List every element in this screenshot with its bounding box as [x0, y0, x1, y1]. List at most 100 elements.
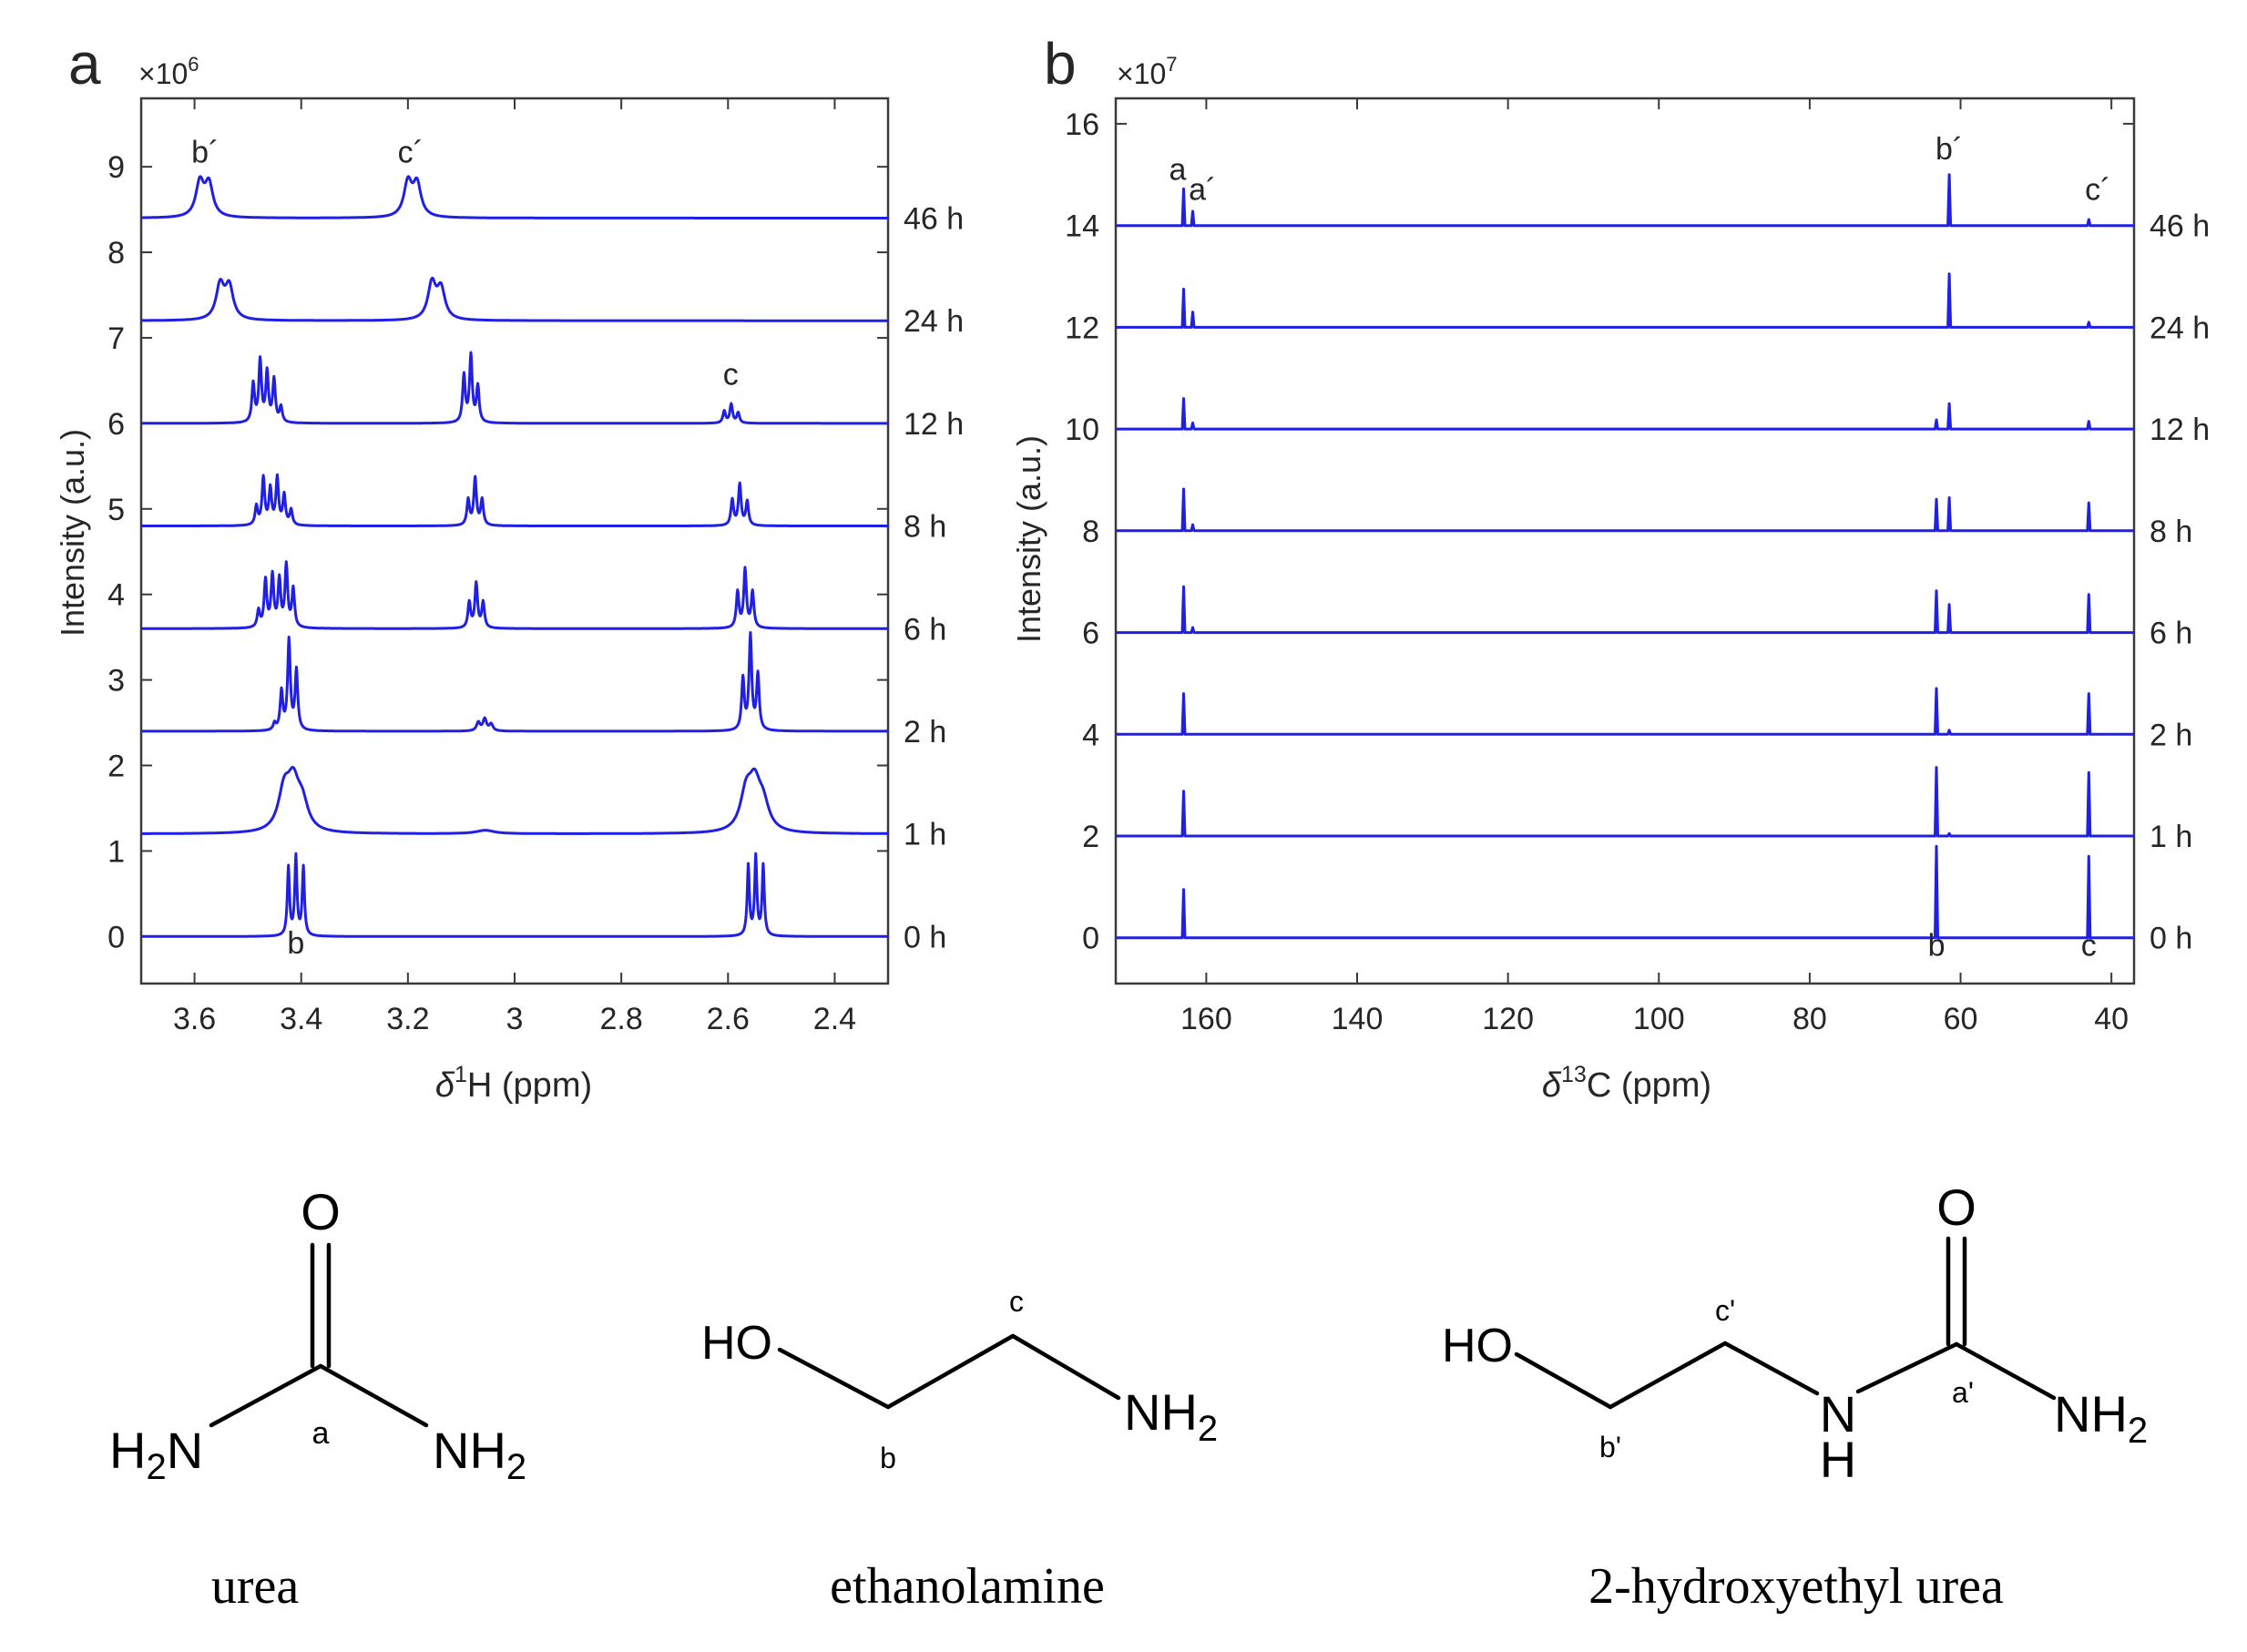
y-tick-label: 8 [107, 236, 125, 270]
y-tick-label: 16 [1065, 107, 1099, 142]
x-tick-label: 160 [1180, 1002, 1232, 1036]
hydroxyethyl-urea-name: 2-hydroxyethyl urea [1588, 1558, 2004, 1615]
x-tick-label: 3 [506, 1002, 524, 1036]
heu-ho-group: HO [1442, 1320, 1513, 1372]
series-time-label: 1 h [904, 818, 946, 852]
heu-c-c-bond [1608, 1341, 1728, 1410]
x-tick-label: 2.6 [707, 1002, 750, 1036]
panel-b-multiplier: ×10 [1117, 57, 1166, 90]
heu-nitrogen: N [1820, 1385, 1856, 1443]
peak-annotation: b´ [1935, 132, 1963, 167]
spectrum-1h [140, 766, 889, 835]
spectrum-2h [140, 631, 889, 733]
peak-annotation: c´ [2085, 173, 2110, 208]
urea-name: urea [211, 1558, 300, 1615]
x-tick-label: 140 [1332, 1002, 1384, 1036]
panel-b-multiplier-exponent: 7 [1166, 53, 1177, 76]
panel-b-x-axis-label: δ13C (ppm) [1542, 1062, 1711, 1105]
series-time-label: 0 h [2150, 922, 2192, 956]
panel-a-plot-area: 3.6 3.4 3.2 3 2.8 2.6 2.4 0 1 2 3 4 5 6 7 8 9 0 h 1 h 2 h 6 … [107, 97, 964, 1036]
spectrum-6h [140, 560, 889, 630]
spectrum-2h [1116, 687, 2134, 736]
series-time-label: 6 h [2150, 617, 2192, 651]
spectrum-1h [1116, 766, 2134, 838]
series-time-label: 2 h [2150, 718, 2192, 752]
y-tick-label: 4 [1082, 718, 1099, 752]
y-tick-label: 7 [107, 321, 125, 356]
spectrum-24h [140, 276, 889, 322]
panel-b-label: b [1044, 31, 1077, 97]
y-tick-label: 10 [1065, 413, 1099, 447]
heu-c-nh2-bond [1954, 1341, 2057, 1401]
ethanolamine-carbon-label-b: b [880, 1442, 896, 1474]
urea-structure: O H2N NH2 a urea [109, 1183, 526, 1615]
panel-b-y-axis-label: Intensity (a.u.) [1010, 435, 1047, 643]
heu-carbon-label-b-prime: b' [1599, 1431, 1621, 1463]
spectrum-0h [140, 851, 889, 938]
ethanolamine-name: ethanolamine [830, 1558, 1105, 1615]
y-tick-label: 12 [1065, 311, 1099, 345]
heu-carbon-label-c-prime: c' [1715, 1294, 1735, 1327]
peak-annotation: a [1169, 152, 1186, 187]
svg-text:×106: ×106 [138, 53, 199, 90]
peak-annotation: c [2081, 928, 2097, 963]
y-tick-label: 6 [107, 407, 125, 442]
heu-c-n-bond [1722, 1341, 1820, 1396]
ethanolamine-carbon-label-c: c [1009, 1285, 1024, 1318]
spectrum-12h [140, 351, 889, 425]
y-tick-label: 8 [1082, 515, 1099, 549]
spectrum-0h [1116, 844, 2134, 940]
series-time-label: 1 h [2150, 820, 2192, 854]
spectrum-24h [1116, 272, 2134, 329]
ethanolamine-structure: HO NH2 c b ethanolamine [701, 1285, 1218, 1615]
spectrum-8h [1116, 487, 2134, 533]
spectrum-12h [1116, 397, 2134, 431]
series-time-label: 8 h [2150, 515, 2192, 549]
y-tick-label: 9 [107, 150, 125, 185]
spectrum-8h [140, 473, 889, 528]
x-tick-label: 3.2 [386, 1002, 429, 1036]
panel-b-13c-nmr: b ×107 160 140 120 100 80 60 40 0 2 4 6 8 10 12 14 16 0 … [1010, 31, 2210, 1105]
series-time-label: 24 h [2150, 311, 2210, 345]
heu-nh2-group: NH2 [2054, 1385, 2148, 1451]
peak-annotation: a´ [1189, 173, 1216, 208]
urea-oxygen: O [301, 1183, 341, 1240]
ethanolamine-o-c-bond [777, 1347, 891, 1410]
peak-annotation: c´ [398, 135, 424, 169]
y-tick-label: 0 [107, 920, 125, 954]
spectrum-46h [1116, 173, 2134, 228]
x-tick-label: 120 [1482, 1002, 1534, 1036]
x-tick-label: 100 [1633, 1002, 1685, 1036]
heu-n-c-bond [1855, 1341, 1959, 1394]
heu-oxygen: O [1936, 1178, 1976, 1236]
panel-a-label: a [68, 31, 101, 97]
y-tick-label: 4 [107, 578, 125, 613]
series-time-label: 46 h [2150, 209, 2210, 244]
x-tick-label: 60 [1944, 1002, 1978, 1036]
panel-a-x-axis-label: δ1H (ppm) [435, 1062, 592, 1105]
y-tick-label: 0 [1082, 922, 1099, 956]
spectrum-6h [1116, 585, 2134, 635]
series-time-label: 8 h [904, 510, 946, 545]
panel-0-frame [139, 97, 890, 985]
panel-a-y-axis-label: Intensity (a.u.) [54, 429, 91, 637]
y-tick-label: 1 [107, 834, 125, 869]
urea-c-n-bond-left [209, 1363, 323, 1428]
urea-c-n-bond-right [318, 1363, 429, 1428]
urea-h2n-group: H2N [109, 1422, 203, 1487]
x-tick-label: 3.4 [280, 1002, 322, 1036]
y-tick-label: 2 [107, 750, 125, 784]
y-tick-label: 14 [1065, 209, 1099, 244]
x-tick-label: 80 [1792, 1002, 1827, 1036]
hydroxyethyl-urea-structure: HO N H O NH2 c' b' a' 2-hydroxyethyl ure… [1442, 1178, 2148, 1615]
y-tick-label: 2 [1082, 820, 1099, 854]
ethanolamine-ho-group: HO [701, 1317, 772, 1370]
panel-1-frame [1114, 97, 2136, 985]
peak-annotation: b [1928, 928, 1946, 963]
ethanolamine-c-n-bond [1010, 1333, 1121, 1401]
heu-nitrogen-hydrogen: H [1820, 1431, 1856, 1488]
series-time-label: 2 h [904, 715, 946, 750]
urea-carbon-label-a: a [312, 1416, 330, 1451]
